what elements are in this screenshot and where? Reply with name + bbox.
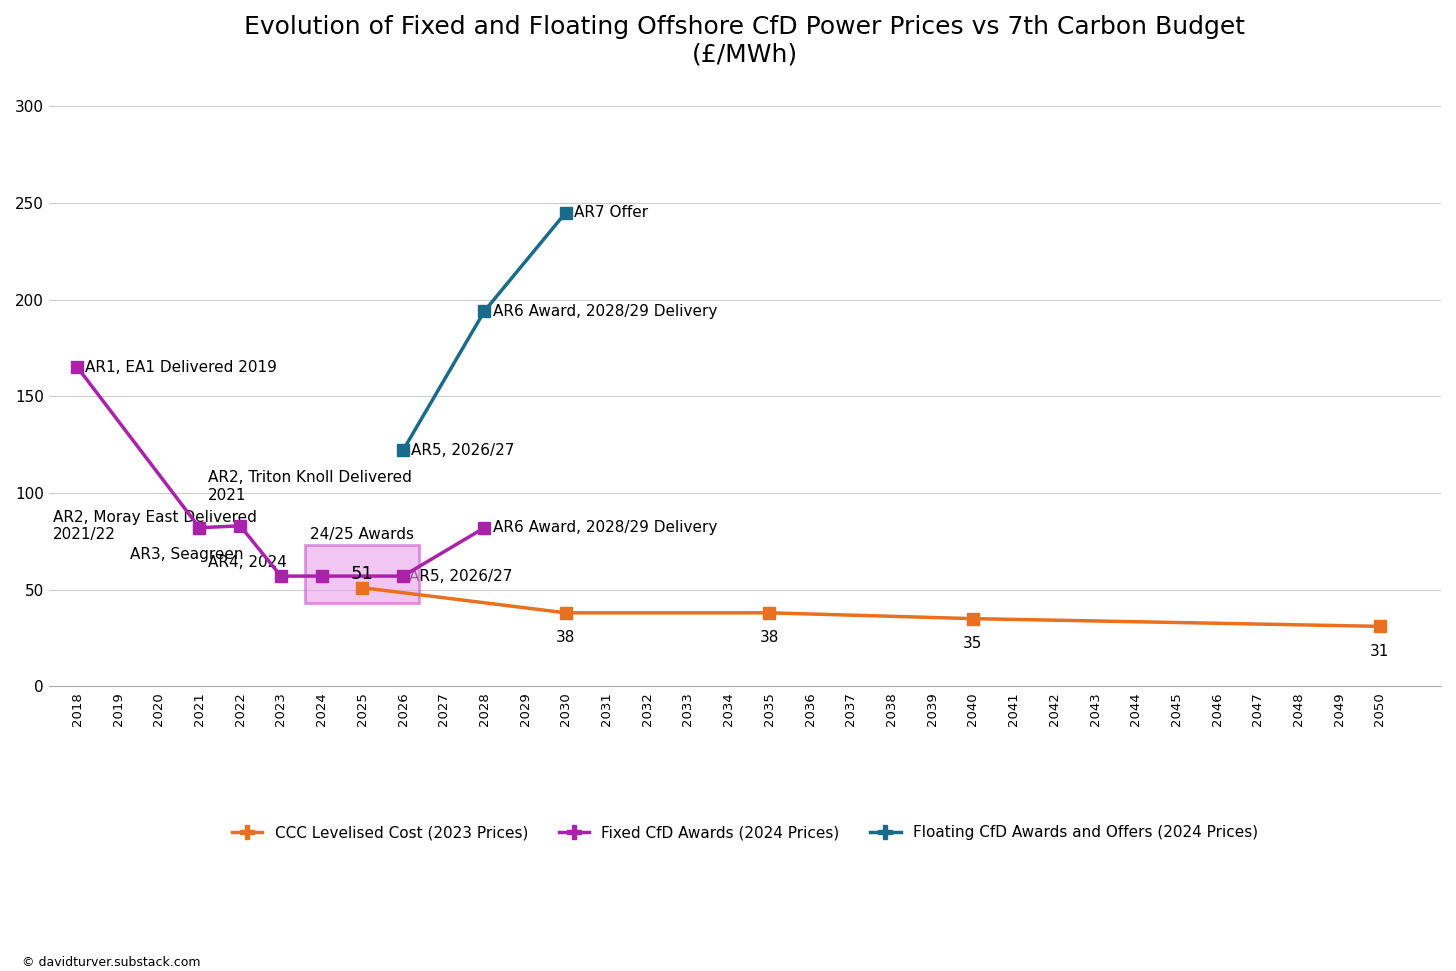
Fixed CfD Awards (2024 Prices) <box>68 361 86 373</box>
Legend: CCC Levelised Cost (2023 Prices), Fixed CfD Awards (2024 Prices), Floating CfD A: CCC Levelised Cost (2023 Prices), Fixed … <box>226 820 1264 847</box>
CCC Levelised Cost (2023 Prices) <box>1372 620 1389 632</box>
Line: CCC Levelised Cost (2023 Prices): CCC Levelised Cost (2023 Prices) <box>357 582 1386 633</box>
Text: © davidturver.substack.com: © davidturver.substack.com <box>22 956 201 969</box>
Text: AR6 Award, 2028/29 Delivery: AR6 Award, 2028/29 Delivery <box>492 304 716 318</box>
Text: AR4, 2024: AR4, 2024 <box>208 555 287 570</box>
Text: AR3, Seagreen: AR3, Seagreen <box>130 548 243 562</box>
Floating CfD Awards and Offers (2024 Prices) <box>395 445 412 456</box>
CCC Levelised Cost (2023 Prices) <box>558 607 575 619</box>
CCC Levelised Cost (2023 Prices) <box>354 582 371 593</box>
Text: 38: 38 <box>760 630 779 646</box>
CCC Levelised Cost (2023 Prices) <box>964 613 981 624</box>
Title: Evolution of Fixed and Floating Offshore CfD Power Prices vs 7th Carbon Budget
(: Evolution of Fixed and Floating Offshore… <box>245 15 1245 67</box>
Fixed CfD Awards (2024 Prices) <box>395 570 412 582</box>
Fixed CfD Awards (2024 Prices) <box>191 521 208 533</box>
Text: 35: 35 <box>964 636 983 651</box>
Text: AR1, EA1 Delivered 2019: AR1, EA1 Delivered 2019 <box>86 359 278 375</box>
Floating CfD Awards and Offers (2024 Prices) <box>558 207 575 218</box>
Text: AR2, Moray East Delivered
2021/22: AR2, Moray East Delivered 2021/22 <box>52 510 256 542</box>
Fixed CfD Awards (2024 Prices) <box>476 521 494 533</box>
Fixed CfD Awards (2024 Prices) <box>272 570 290 582</box>
Text: 31: 31 <box>1370 644 1389 658</box>
Floating CfD Awards and Offers (2024 Prices) <box>476 305 494 317</box>
Text: AR5, 2026/27: AR5, 2026/27 <box>411 443 514 458</box>
Text: AR2, Triton Knoll Delivered
2021: AR2, Triton Knoll Delivered 2021 <box>208 470 412 503</box>
Bar <box>306 545 419 603</box>
Fixed CfD Awards (2024 Prices) <box>232 520 249 532</box>
CCC Levelised Cost (2023 Prices) <box>760 607 778 619</box>
Text: AR5, 2026/27: AR5, 2026/27 <box>409 569 513 584</box>
Text: AR6 Award, 2028/29 Delivery: AR6 Award, 2028/29 Delivery <box>492 520 716 535</box>
Text: 51: 51 <box>351 565 374 584</box>
Text: 38: 38 <box>556 630 575 646</box>
Line: Floating CfD Awards and Offers (2024 Prices): Floating CfD Awards and Offers (2024 Pri… <box>396 206 572 456</box>
Fixed CfD Awards (2024 Prices) <box>313 570 331 582</box>
Line: Fixed CfD Awards (2024 Prices): Fixed CfD Awards (2024 Prices) <box>71 361 491 583</box>
Text: AR7 Offer: AR7 Offer <box>574 205 648 220</box>
Text: 24/25 Awards: 24/25 Awards <box>310 527 415 542</box>
